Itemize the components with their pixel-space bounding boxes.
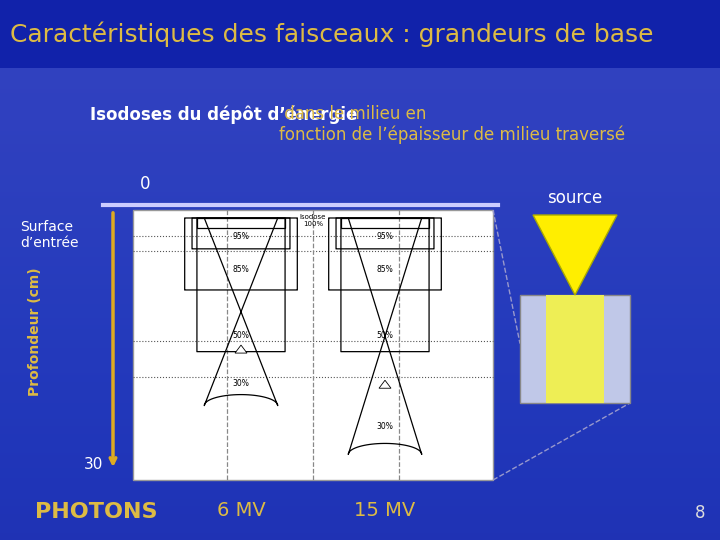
Text: PHOTONS: PHOTONS (35, 502, 158, 522)
Text: 95%: 95% (233, 232, 249, 241)
Text: 15 MV: 15 MV (354, 501, 415, 519)
Bar (0, 0, 720, 68)
Text: 50%: 50% (377, 331, 393, 340)
Text: Isodoses du dépôt d’énergie: Isodoses du dépôt d’énergie (90, 105, 357, 124)
Text: 0: 0 (140, 175, 150, 193)
Text: Caractéristiques des faisceaux : grandeurs de base: Caractéristiques des faisceaux : grandeu… (10, 21, 654, 47)
Text: 8: 8 (695, 504, 705, 522)
Text: 85%: 85% (233, 265, 249, 274)
Text: 6 MV: 6 MV (217, 501, 266, 519)
Polygon shape (235, 345, 247, 353)
Text: dans le milieu en
fonction de l’épaisseur de milieu traversé: dans le milieu en fonction de l’épaisseu… (279, 105, 625, 144)
Text: Surface
d’entrée: Surface d’entrée (20, 220, 78, 250)
Bar (520, 295, 630, 403)
Text: 50%: 50% (233, 331, 249, 340)
Text: 30%: 30% (377, 422, 393, 430)
Text: Profondeur (cm): Profondeur (cm) (28, 267, 42, 396)
Polygon shape (533, 215, 617, 295)
Bar (133, 210, 493, 480)
Text: 95%: 95% (377, 232, 393, 241)
Text: source: source (547, 189, 603, 207)
Polygon shape (379, 380, 391, 388)
Text: Isodose
100%: Isodose 100% (300, 214, 326, 227)
Text: 30%: 30% (233, 379, 249, 388)
Bar (546, 295, 603, 403)
Text: 30: 30 (84, 457, 103, 472)
Text: 85%: 85% (377, 265, 393, 274)
